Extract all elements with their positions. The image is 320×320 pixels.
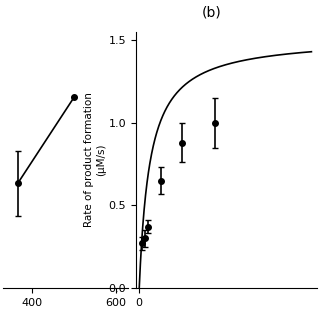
Text: (b): (b) (202, 5, 222, 19)
Y-axis label: Rate of product formation
(μM/s): Rate of product formation (μM/s) (84, 92, 106, 228)
